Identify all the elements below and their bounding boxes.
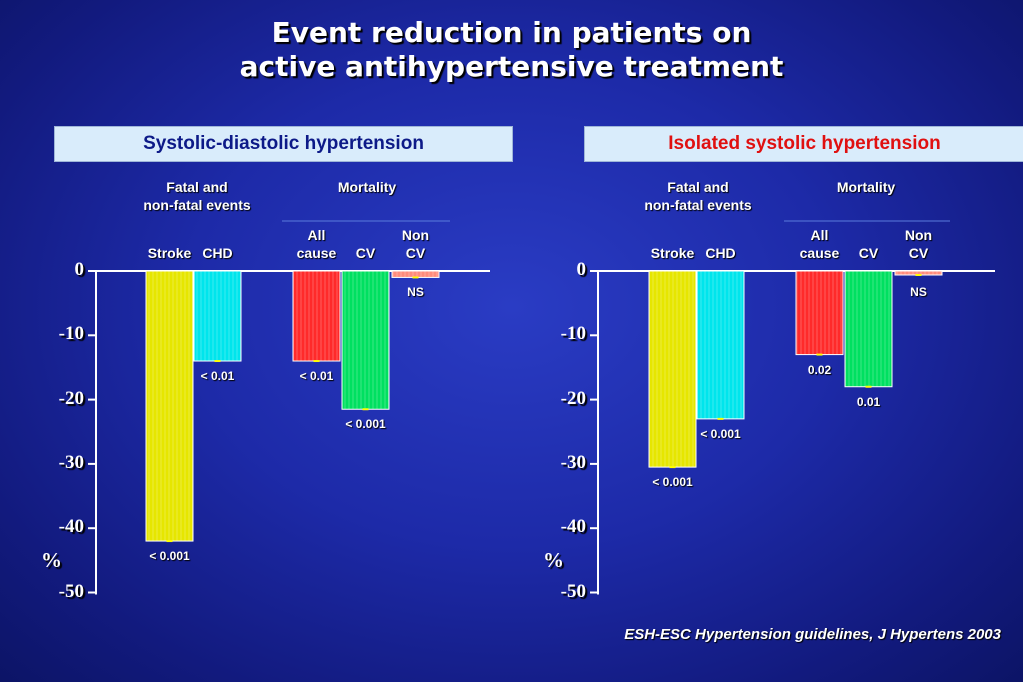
category-label: CHD xyxy=(202,245,233,261)
category-label: CHD xyxy=(705,245,736,261)
category-label: All cause xyxy=(799,227,840,261)
source-citation: ESH-ESC Hypertension guidelines, J Hyper… xyxy=(624,626,1001,643)
y-tick-label: -10 xyxy=(58,323,84,345)
p-value-label: < 0.001 xyxy=(700,426,741,441)
title-line-2: active antihypertensive treatment xyxy=(239,50,784,83)
p-value-label: < 0.01 xyxy=(200,369,235,384)
category-label: CV xyxy=(858,245,879,261)
group-label: Mortality xyxy=(337,179,397,195)
y-tick-label: -40 xyxy=(560,516,586,538)
y-tick-label: -20 xyxy=(560,387,586,409)
chart-1-title: Systolic-diastolic hypertension xyxy=(54,126,513,162)
bar-texture xyxy=(895,271,942,275)
bar-texture xyxy=(146,271,193,542)
y-tick-label: 0 xyxy=(576,259,587,280)
group-label: Mortality xyxy=(836,179,896,195)
chart-2-title: Isolated systolic hypertension xyxy=(584,126,1023,162)
p-value-label: 0.02 xyxy=(807,362,832,377)
p-value-label: < 0.01 xyxy=(299,369,334,384)
bar-texture xyxy=(649,271,696,468)
title-line-1: Event reduction in patients on xyxy=(271,16,752,49)
y-tick-label: 0 xyxy=(74,259,85,280)
y-tick-label: -30 xyxy=(58,451,84,473)
group-label: Fatal and non-fatal events xyxy=(644,179,752,213)
p-value-label: < 0.001 xyxy=(149,549,190,564)
bar-texture xyxy=(293,271,340,362)
category-label: Stroke xyxy=(147,245,192,261)
bar-texture xyxy=(697,271,744,419)
bar-texture xyxy=(845,271,892,387)
bar-texture xyxy=(194,271,241,362)
category-label: Non CV xyxy=(401,227,430,261)
category-label: All cause xyxy=(296,227,337,261)
p-value-label: NS xyxy=(910,285,927,299)
y-tick-label: -40 xyxy=(58,516,84,538)
y-tick-label: -20 xyxy=(58,387,84,409)
y-axis-unit-label: % xyxy=(41,548,62,572)
p-value-label: NS xyxy=(407,285,424,299)
bar-texture xyxy=(796,271,843,355)
p-value-label: < 0.001 xyxy=(345,417,386,432)
bar-texture xyxy=(342,271,389,410)
category-label: Non CV xyxy=(904,227,933,261)
page-title: Event reduction in patients on active an… xyxy=(0,16,1023,84)
group-label: Fatal and non-fatal events xyxy=(143,179,251,213)
p-value-label: 0.01 xyxy=(856,394,881,409)
p-value-label: < 0.001 xyxy=(652,475,693,490)
y-tick-label: -50 xyxy=(560,580,586,602)
category-label: Stroke xyxy=(650,245,695,261)
y-axis-unit-label: % xyxy=(543,548,564,572)
bar-texture xyxy=(392,271,439,278)
y-tick-label: -10 xyxy=(560,323,586,345)
y-tick-label: -30 xyxy=(560,451,586,473)
y-tick-label: -50 xyxy=(58,580,84,602)
category-label: CV xyxy=(355,245,376,261)
